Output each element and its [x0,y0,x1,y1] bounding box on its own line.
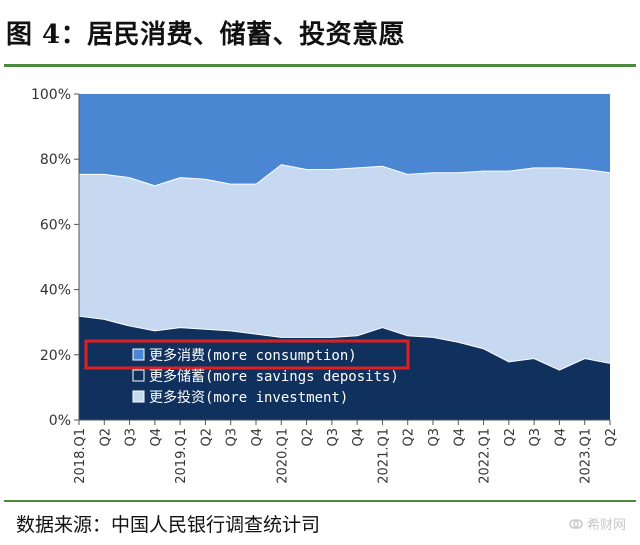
x-tick-label: Q4 [553,428,568,447]
page-title: 图 4：居民消费、储蓄、投资意愿 [6,20,406,50]
y-tick-label: 80% [40,152,71,168]
x-tick-label: Q3 [427,428,442,447]
legend-label-consumption: 更多消费(more consumption) [149,347,357,364]
x-tick-label: Q3 [326,428,341,447]
x-tick-label: Q2 [402,428,417,447]
x-tick-label: 2022.Q1 [478,428,493,484]
stacked-area-chart: 0% 20% 40% 60% 80% 100% 2018.Q1 Q2 Q3 Q4 2019.Q1 Q2… [31,87,619,484]
x-tick-label: Q2 [301,428,316,447]
x-tick-label: Q2 [503,428,518,447]
title-divider [4,64,636,67]
x-tick-label: Q2 [98,428,113,447]
x-tick-label: Q3 [528,428,543,447]
x-tick-label: Q4 [452,428,467,447]
footer-divider [4,500,636,502]
x-tick-label: 2020.Q1 [275,428,290,484]
y-tick-label: 60% [40,217,71,233]
x-tick-label: 2021.Q1 [376,428,391,484]
legend-swatch-investment [132,390,145,403]
area-consumption [79,94,610,186]
source-note: 数据来源：中国人民银行调查统计司 [16,514,321,536]
x-tick-label: 2023.Q1 [579,428,594,484]
axes: 0% 20% 40% 60% 80% 100% 2018.Q1 Q2 Q3 Q4 2019.Q1 Q2… [31,87,619,484]
y-tick-label: 40% [40,283,71,299]
x-tick-label: Q4 [351,428,366,447]
x-tick-label: 2018.Q1 [73,428,88,484]
legend-label-investment: 更多投资(more investment) [149,389,348,406]
header: 图 4：居民消费、储蓄、投资意愿 [0,0,640,67]
x-tick-label: Q2 [199,428,214,447]
legend-label-savings: 更多储蓄(more savings deposits) [149,368,399,385]
x-tick-label: Q4 [149,428,164,447]
legend: 更多消费(more consumption) 更多储蓄(more savings … [84,339,410,406]
y-tick-label: 20% [40,348,71,364]
watermark-text: 希财网 [586,518,626,533]
logo-icon [569,518,583,529]
legend-highlight-box [84,339,410,370]
legend-swatch-savings [132,369,145,382]
x-tick-label: Q4 [250,428,265,447]
area-layers [78,94,611,420]
legend-swatch-consumption [132,348,145,361]
x-tick-label: 2019.Q1 [174,428,189,484]
x-tick-label: Q3 [124,428,139,447]
y-tick-label: 0% [49,413,71,429]
y-tick-label: 100% [31,87,71,103]
area-investment [79,164,610,370]
x-tick-label: Q2 [604,428,619,447]
x-tick-label: Q3 [225,428,240,447]
watermark: 希财网 [569,514,626,533]
